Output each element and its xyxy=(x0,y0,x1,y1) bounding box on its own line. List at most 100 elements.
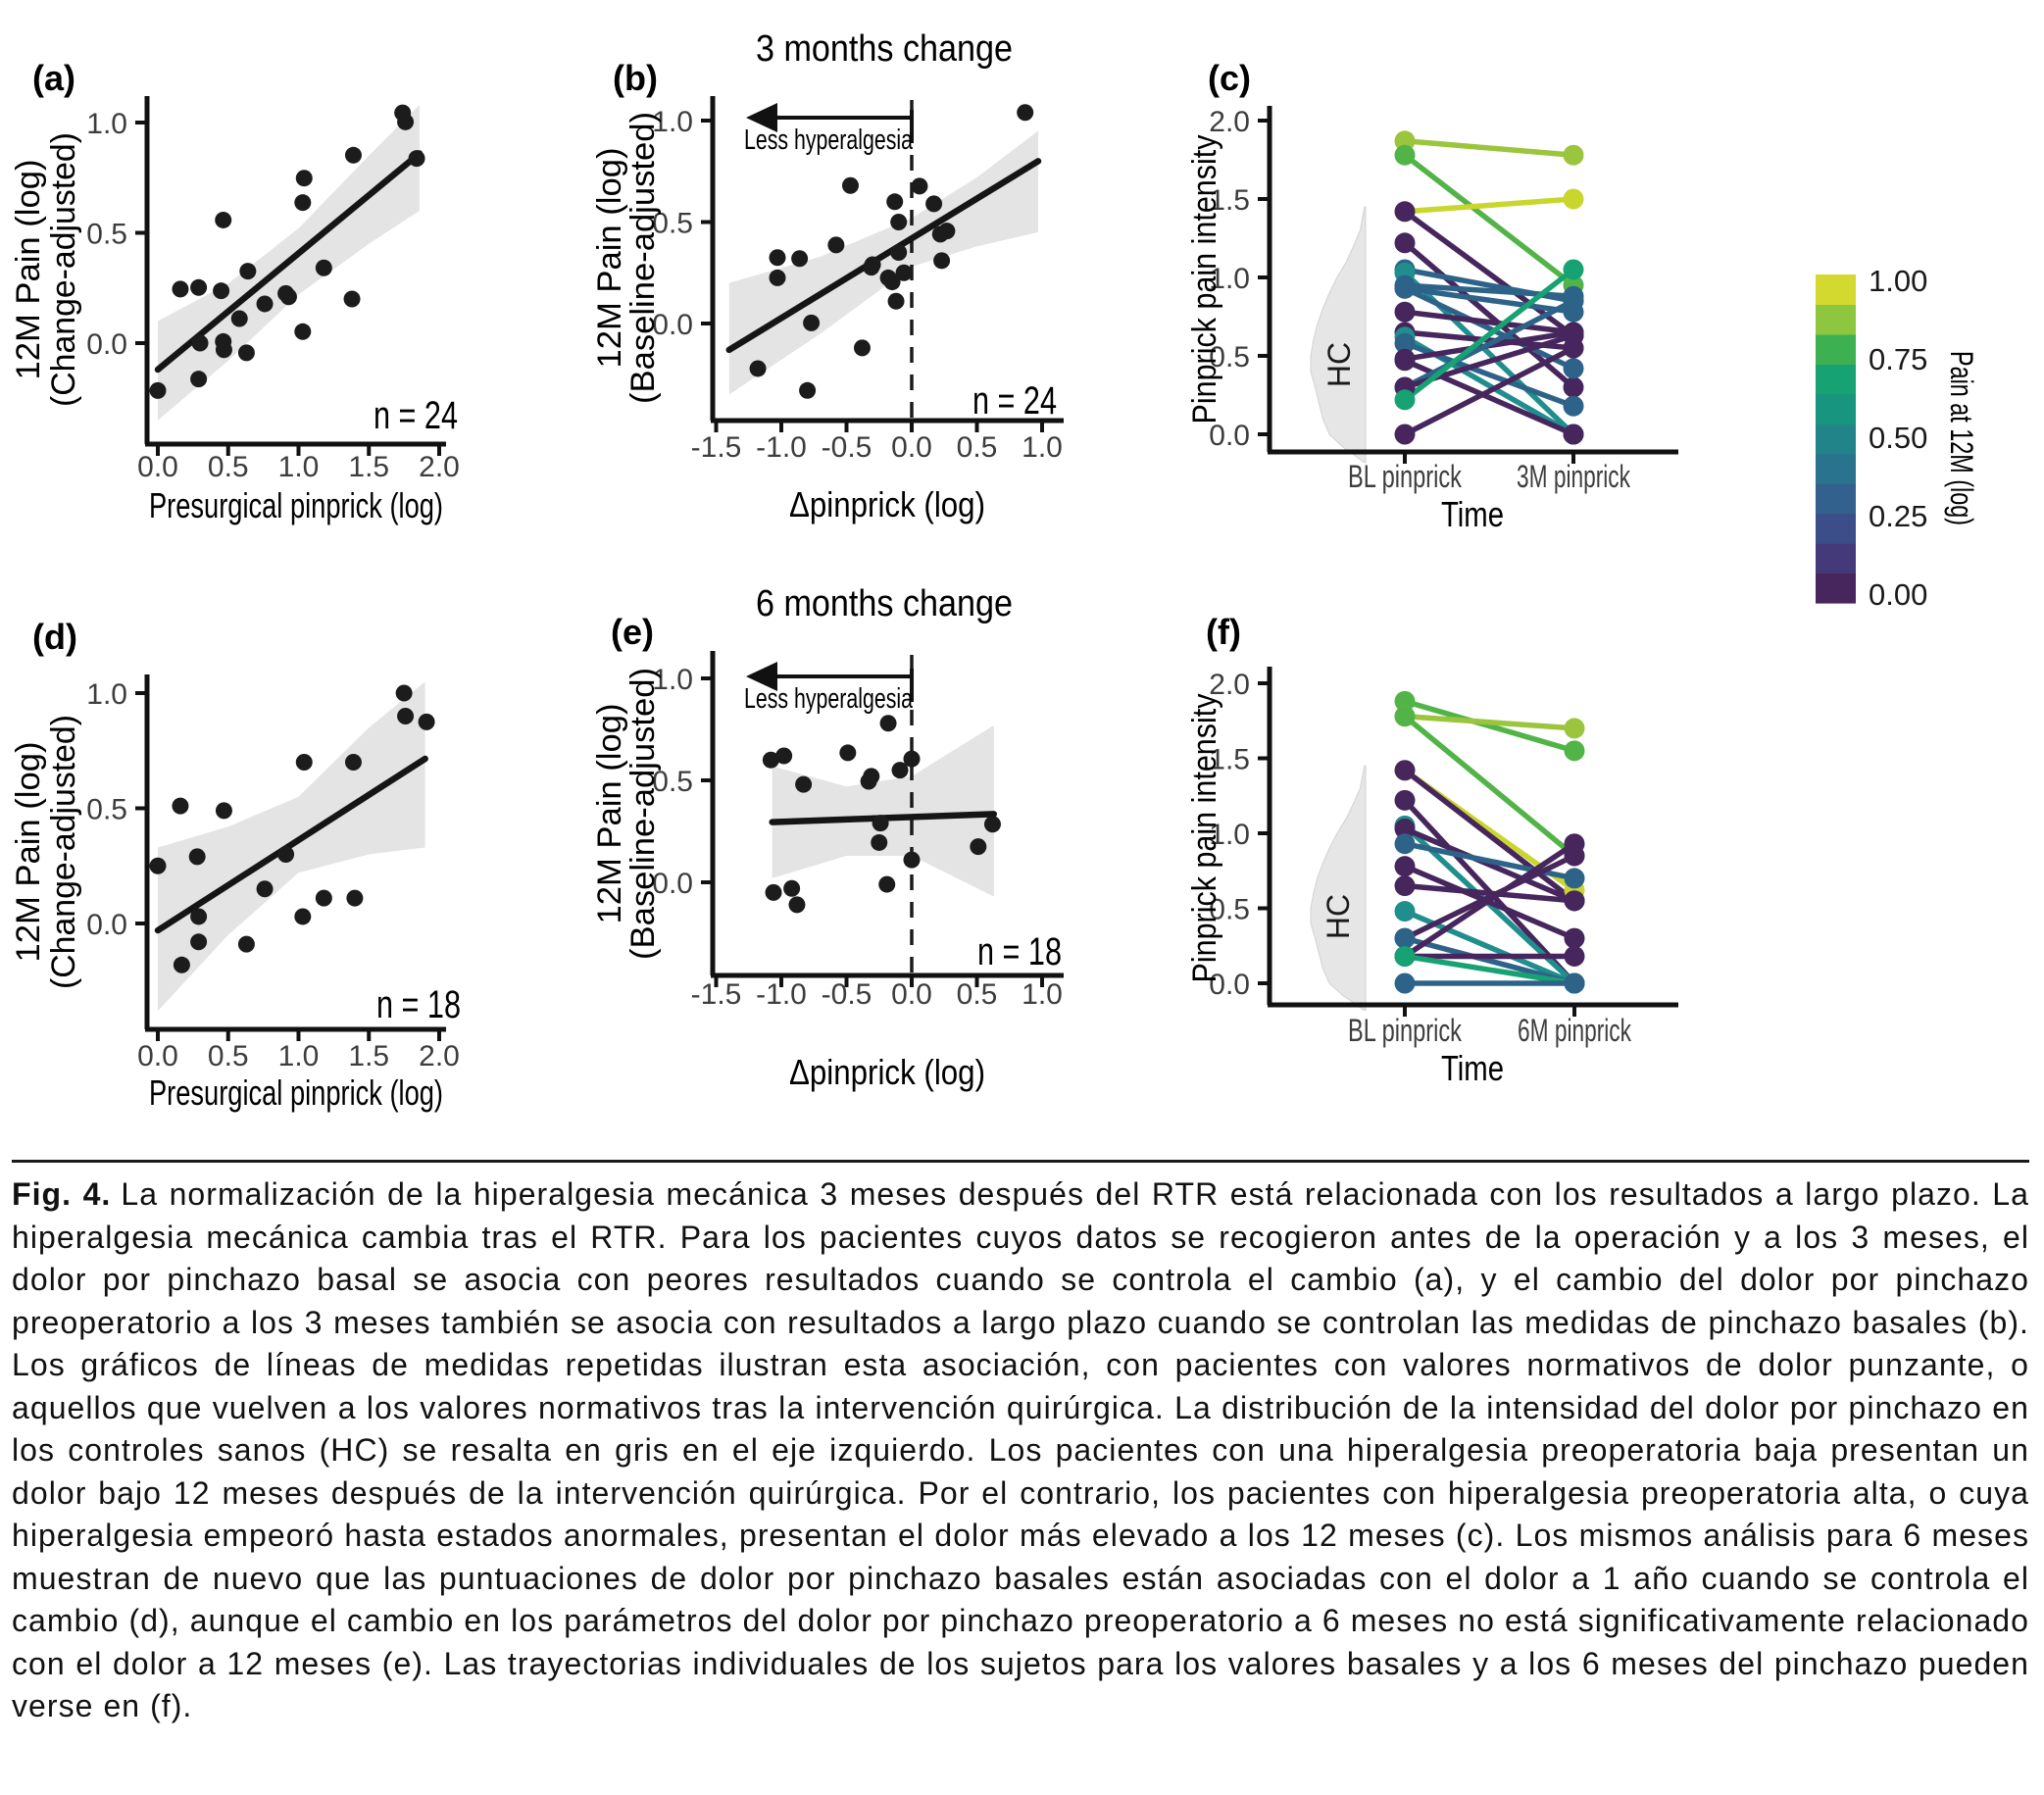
x-axis-title: Δpinprick (log) xyxy=(789,484,985,524)
data-point xyxy=(890,214,908,230)
trajectory-point xyxy=(1394,277,1416,299)
y-tick-label: 0.5 xyxy=(86,794,127,826)
colorbar-title: Pain at 12M (log) xyxy=(1944,351,1979,525)
arrow-annotation-label: Less hyperalgesia xyxy=(744,125,914,156)
data-point xyxy=(890,244,908,262)
patient-trajectory xyxy=(1402,309,1576,335)
trajectory-point xyxy=(1394,875,1416,897)
data-point xyxy=(397,113,415,130)
data-point xyxy=(239,263,257,280)
trajectory-point xyxy=(1563,144,1584,166)
patient-trajectory xyxy=(1402,767,1577,904)
data-point xyxy=(886,193,904,211)
data-point xyxy=(215,211,232,228)
x-tick-label: 1.0 xyxy=(1022,431,1063,464)
colorbar-tick-label: 0.50 xyxy=(1869,421,1927,455)
y-tick-label: 1.0 xyxy=(1209,819,1250,851)
colorbar-segment xyxy=(1816,333,1856,365)
data-point xyxy=(237,935,255,953)
data-point xyxy=(294,323,312,340)
data-point xyxy=(149,381,167,399)
trajectory-point xyxy=(1564,945,1585,967)
caption-label: Fig. 4. xyxy=(12,1176,112,1212)
trajectory-point xyxy=(1394,144,1416,166)
patient-trajectory xyxy=(1402,713,1577,731)
less-hyperalgesia-arrow: Less hyperalgesia xyxy=(744,103,914,156)
panel-b: Less hyperalgesia -1.5 -1.0 -0.5 0.0 0.5 1.0 0.… xyxy=(591,28,1064,524)
y-axis-title-line1: 12M Pain (log) xyxy=(591,704,628,924)
colorbar-segment xyxy=(1816,483,1856,515)
x-tick-label: 1.5 xyxy=(348,451,389,483)
trajectory-point xyxy=(1563,358,1584,379)
trajectory-point xyxy=(1394,760,1416,781)
category-label: 6M pinprick xyxy=(1518,1013,1632,1048)
x-axis-title: Time xyxy=(1441,1048,1504,1088)
patient-trajectory xyxy=(1402,825,1577,904)
y-tick-label: 0.0 xyxy=(86,328,127,361)
trajectory-point xyxy=(1394,130,1416,152)
data-point xyxy=(294,194,312,212)
data-point xyxy=(749,360,767,377)
colorbar-segment xyxy=(1816,274,1856,306)
y-tick-label: 2.0 xyxy=(1209,669,1250,701)
data-point xyxy=(827,236,845,254)
panel-letter: (a) xyxy=(32,58,75,98)
data-point xyxy=(911,177,928,195)
y-tick-label: 0.5 xyxy=(86,219,127,251)
trajectory-point xyxy=(1394,424,1416,445)
x-tick-label: 1.0 xyxy=(278,1040,320,1072)
patient-trajectory xyxy=(1402,152,1576,288)
colorbar-segment xyxy=(1816,304,1856,335)
data-point xyxy=(256,880,274,898)
trajectory-point xyxy=(1394,856,1416,877)
x-tick-label: 2.0 xyxy=(419,451,460,483)
data-point xyxy=(903,851,921,869)
data-point xyxy=(795,775,813,793)
panel-e: Less hyperalgesia -1.5 -1.0 -0.5 0.0 0.5 1.0 0.… xyxy=(591,583,1064,1092)
trajectory-point xyxy=(1394,201,1416,223)
trajectory-point xyxy=(1563,376,1584,398)
sample-size-label: n = 24 xyxy=(374,394,458,437)
data-point xyxy=(395,684,413,702)
sample-size-label: n = 18 xyxy=(977,930,1062,973)
colorbar-tick-label: 1.00 xyxy=(1869,264,1927,298)
sample-size-label: n = 18 xyxy=(376,983,461,1026)
y-tick-label: 0.0 xyxy=(86,909,127,941)
data-point xyxy=(788,896,806,914)
patient-trajectory xyxy=(1402,267,1576,403)
trajectory-point xyxy=(1563,259,1584,280)
confidence-band xyxy=(772,724,994,897)
arrow-annotation-label: Less hyperalgesia xyxy=(744,683,914,715)
trajectory-point xyxy=(1394,232,1416,254)
x-tick-label: 1.0 xyxy=(1022,978,1063,1011)
trajectory-point xyxy=(1394,690,1416,712)
trajectory-point xyxy=(1394,818,1416,839)
panel-letter: (c) xyxy=(1208,58,1251,98)
trajectory-point xyxy=(1394,945,1416,967)
trajectory-point xyxy=(1394,332,1416,354)
x-tick-label: 0.0 xyxy=(137,451,178,483)
x-tick-label: 2.0 xyxy=(419,1040,460,1072)
x-tick-label: 0.5 xyxy=(208,1040,249,1072)
data-point xyxy=(769,269,786,286)
colorbar-segment xyxy=(1816,543,1856,574)
trajectory-point xyxy=(1564,740,1585,762)
panel-letter: (b) xyxy=(613,58,658,98)
hc-label: HC xyxy=(1321,342,1357,387)
data-point xyxy=(872,815,889,832)
x-tick-label: -1.5 xyxy=(691,978,742,1011)
figure-caption: Fig. 4. La normalización de la hiperalges… xyxy=(12,1160,2029,1728)
colorbar-segment xyxy=(1816,424,1856,455)
trajectory-point xyxy=(1564,927,1585,949)
data-point xyxy=(938,223,956,240)
data-point xyxy=(344,754,362,771)
data-point xyxy=(277,846,295,863)
panel-letter: (f) xyxy=(1206,612,1241,652)
patient-trajectory xyxy=(1402,840,1577,960)
data-point xyxy=(215,802,232,820)
data-point xyxy=(895,264,913,281)
category-label: BL pinprick xyxy=(1348,1013,1463,1048)
y-tick-label: 0.5 xyxy=(1209,894,1250,926)
x-tick-label: 0.0 xyxy=(137,1040,178,1072)
data-point xyxy=(853,339,871,357)
